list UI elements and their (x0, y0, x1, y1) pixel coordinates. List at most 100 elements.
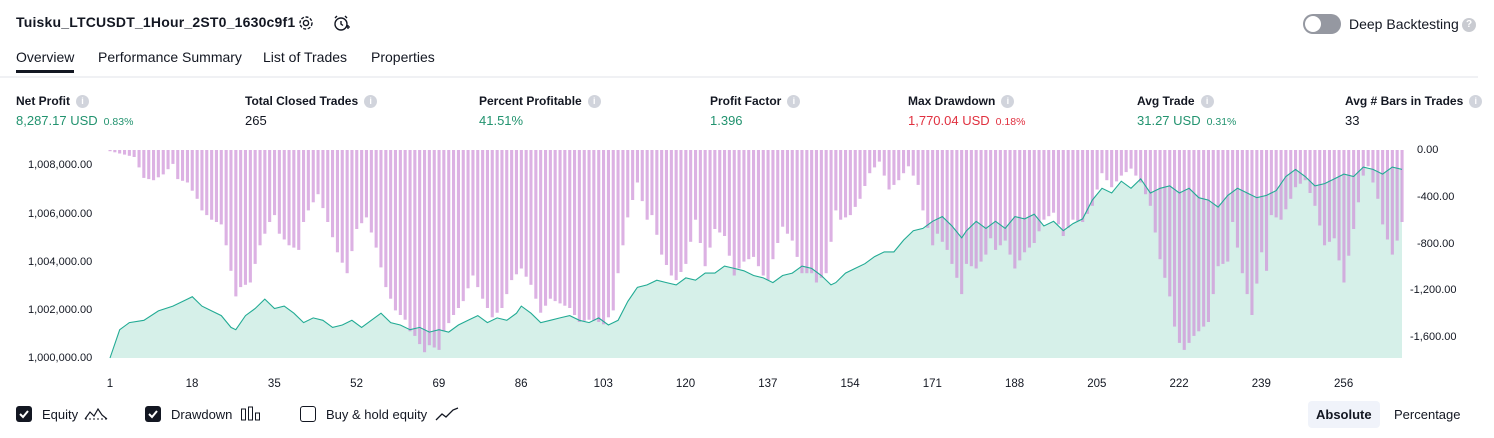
drawdown-bar (964, 150, 968, 264)
tab-properties[interactable]: Properties (371, 49, 435, 65)
info-icon[interactable]: i (364, 95, 378, 108)
drawdown-bar (1124, 150, 1128, 173)
drawdown-bar (848, 150, 852, 216)
checkbox-checked[interactable] (145, 406, 161, 422)
drawdown-bar (674, 150, 678, 281)
drawdown-bar (490, 150, 494, 318)
drawdown-bar (969, 150, 973, 267)
drawdown-bar (877, 150, 881, 162)
equity-line-icon (84, 407, 108, 420)
drawdown-bar (1327, 150, 1331, 242)
drawdown-bar (863, 150, 867, 186)
drawdown-bar (1216, 150, 1220, 267)
info-icon[interactable]: i (1200, 95, 1214, 108)
gear-icon[interactable] (296, 13, 316, 33)
y-axis-right-tick: -1,200.00 (1410, 284, 1457, 296)
drawdown-bar (437, 150, 441, 350)
deep-backtesting-toggle[interactable] (1303, 14, 1341, 34)
drawdown-bar (911, 150, 915, 176)
drawdown-bar (321, 150, 325, 209)
drawdown-bar (1076, 150, 1080, 221)
drawdown-bar (239, 150, 243, 288)
tab-performance-summary[interactable]: Performance Summary (98, 49, 242, 65)
drawdown-bar (756, 150, 760, 267)
drawdown-bar (1027, 150, 1031, 248)
drawdown-bar (592, 150, 596, 321)
drawdown-bar (181, 150, 185, 181)
drawdown-bar (432, 150, 436, 348)
drawdown-bar (374, 150, 378, 248)
x-axis-tick: 154 (840, 378, 860, 390)
info-icon[interactable]: i (587, 95, 601, 108)
drawdown-bar (1284, 150, 1288, 210)
drawdown-bar (355, 150, 359, 229)
info-icon[interactable]: i (1001, 95, 1015, 108)
checkbox-checked[interactable] (16, 406, 32, 422)
drawdown-bar (413, 150, 417, 336)
drawdown-bar (573, 150, 577, 315)
info-icon[interactable]: i (76, 95, 89, 108)
drawdown-bar (844, 150, 848, 218)
drawdown-bar (906, 150, 910, 167)
drawdown-bar (1390, 150, 1394, 255)
drawdown-bar (1071, 150, 1075, 220)
drawdown-bar (1381, 150, 1385, 225)
alarm-clock-icon[interactable] (331, 13, 351, 33)
drawdown-bar (1158, 150, 1162, 260)
tab-list-of-trades[interactable]: List of Trades (263, 49, 348, 65)
help-icon[interactable]: ? (1462, 18, 1476, 32)
absolute-button[interactable]: Absolute (1308, 401, 1380, 428)
legend-drawdown[interactable]: Drawdown (145, 403, 262, 425)
drawdown-bar (302, 150, 306, 222)
equity-drawdown-chart[interactable] (0, 140, 1494, 400)
drawdown-bar (273, 150, 277, 216)
drawdown-bar (316, 150, 320, 195)
drawdown-bar (752, 150, 756, 257)
x-axis-tick: 205 (1087, 378, 1107, 390)
drawdown-bar (500, 150, 504, 308)
drawdown-bar (858, 150, 862, 199)
x-axis-tick: 120 (675, 378, 696, 390)
drawdown-bar (1003, 150, 1007, 241)
drawdown-bar (287, 150, 291, 246)
drawdown-bar (611, 150, 615, 311)
metric-avg-bars-value: 33 (1345, 113, 1360, 128)
tab-overview[interactable]: Overview (16, 49, 75, 73)
drawdown-bar (1008, 150, 1012, 255)
info-icon[interactable]: i (1469, 95, 1483, 108)
drawdown-bar (127, 150, 131, 156)
percentage-button[interactable]: Percentage (1394, 407, 1461, 422)
drawdown-bar (1085, 150, 1089, 214)
drawdown-bar (524, 150, 528, 277)
drawdown-bar (853, 150, 857, 207)
drawdown-bar (897, 150, 901, 181)
drawdown-bar (814, 150, 818, 283)
drawdown-bar (926, 150, 930, 228)
metric-percent-profitable-value: 41.51% (479, 113, 524, 128)
drawdown-bar (558, 150, 562, 304)
legend-equity[interactable]: Equity (16, 403, 108, 425)
drawdown-bar (732, 150, 736, 276)
drawdown-bar (1265, 150, 1269, 271)
drawdown-bar (123, 150, 127, 155)
drawdown-bar (176, 150, 180, 180)
drawdown-bar (185, 150, 189, 183)
drawdown-bar (1032, 150, 1036, 243)
drawdown-bar (1144, 150, 1148, 195)
drawdown-bar (539, 150, 543, 313)
drawdown-bar (408, 150, 412, 332)
drawdown-bar (785, 150, 789, 234)
checkbox-unchecked[interactable] (300, 406, 316, 422)
drawdown-bar (602, 150, 606, 325)
drawdown-bar (1129, 150, 1133, 169)
metric-net-profit-label: Net Profit i (16, 94, 89, 108)
drawdown-bar (1385, 150, 1389, 240)
drawdown-bar (708, 150, 712, 248)
drawdown-bar (989, 150, 993, 239)
drawdown-bar (224, 150, 228, 246)
drawdown-bar (960, 150, 964, 295)
drawdown-bar (447, 150, 451, 324)
info-icon[interactable]: i (787, 95, 801, 108)
legend-buy-hold[interactable]: Buy & hold equity (300, 403, 459, 425)
drawdown-bar (1347, 150, 1351, 256)
